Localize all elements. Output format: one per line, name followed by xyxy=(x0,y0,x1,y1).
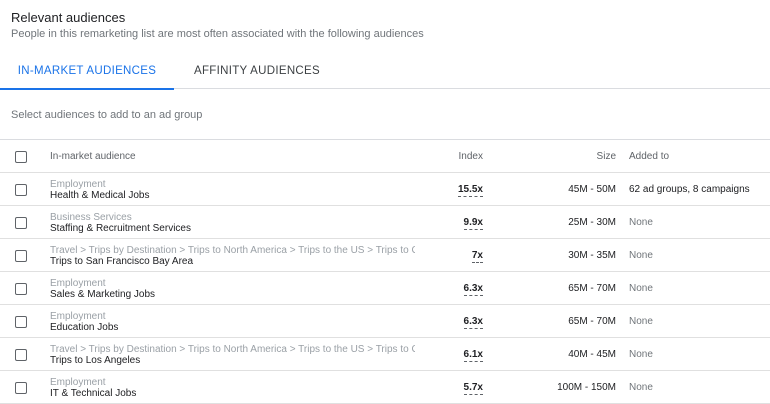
audience-name: Trips to Los Angeles xyxy=(50,355,141,366)
size-value: 45M - 50M xyxy=(568,184,616,195)
audience-cell: Travel > Trips by Destination > Trips to… xyxy=(50,245,415,267)
index-value[interactable]: 6.1x xyxy=(463,349,483,362)
audiences-table: In-market audience Index Size Added to E… xyxy=(0,139,770,404)
table-row: Employment Sales & Marketing Jobs 6.3x 6… xyxy=(0,272,770,305)
row-checkbox[interactable] xyxy=(15,316,27,328)
row-checkbox[interactable] xyxy=(15,184,27,196)
index-value[interactable]: 15.5x xyxy=(457,184,483,197)
added-to-value: None xyxy=(629,217,653,228)
column-header-audience[interactable]: In-market audience xyxy=(50,151,136,162)
size-value: 65M - 70M xyxy=(568,316,616,327)
audience-category: Travel > Trips by Destination > Trips to… xyxy=(50,344,415,355)
table-row: Employment Health & Medical Jobs 15.5x 4… xyxy=(0,173,770,206)
audience-category: Employment xyxy=(50,179,106,190)
column-header-size[interactable]: Size xyxy=(596,151,616,162)
table-header-row: In-market audience Index Size Added to xyxy=(0,140,770,173)
row-checkbox[interactable] xyxy=(15,250,27,262)
index-value[interactable]: 6.3x xyxy=(463,316,483,329)
tab-in-market-audiences[interactable]: IN-MARKET AUDIENCES xyxy=(0,52,174,90)
added-to-value: None xyxy=(629,250,653,261)
table-row: Business Services Staffing & Recruitment… xyxy=(0,206,770,239)
row-checkbox[interactable] xyxy=(15,283,27,295)
audience-category: Employment xyxy=(50,311,106,322)
audience-category: Employment xyxy=(50,278,106,289)
audience-cell: Employment Sales & Marketing Jobs xyxy=(50,278,415,300)
index-value[interactable]: 6.3x xyxy=(463,283,483,296)
audience-cell: Business Services Staffing & Recruitment… xyxy=(50,212,415,234)
row-checkbox[interactable] xyxy=(15,382,27,394)
added-to-value: None xyxy=(629,316,653,327)
audience-tabs: IN-MARKET AUDIENCES AFFINITY AUDIENCES xyxy=(0,52,770,90)
added-to-value: None xyxy=(629,283,653,294)
index-value[interactable]: 7x xyxy=(471,250,483,263)
audience-name: Sales & Marketing Jobs xyxy=(50,289,156,300)
size-value: 30M - 35M xyxy=(568,250,616,261)
panel-title: Relevant audiences xyxy=(11,10,126,25)
panel-header: Relevant audiences People in this remark… xyxy=(11,10,424,41)
audience-cell: Employment Education Jobs xyxy=(50,311,415,333)
audience-cell: Employment IT & Technical Jobs xyxy=(50,377,415,399)
select-audiences-hint: Select audiences to add to an ad group xyxy=(11,109,203,121)
audience-name: Education Jobs xyxy=(50,322,119,333)
audience-name: Staffing & Recruitment Services xyxy=(50,223,191,234)
size-value: 65M - 70M xyxy=(568,283,616,294)
added-to-value: None xyxy=(629,382,653,393)
audience-category: Employment xyxy=(50,377,106,388)
row-checkbox[interactable] xyxy=(15,217,27,229)
audience-name: IT & Technical Jobs xyxy=(50,388,137,399)
column-header-index[interactable]: Index xyxy=(458,151,483,162)
row-checkbox[interactable] xyxy=(15,349,27,361)
table-row: Employment Education Jobs 6.3x 65M - 70M… xyxy=(0,305,770,338)
audience-category: Travel > Trips by Destination > Trips to… xyxy=(50,245,415,256)
panel-subtitle: People in this remarketing list are most… xyxy=(11,28,424,40)
audience-name: Trips to San Francisco Bay Area xyxy=(50,256,194,267)
size-value: 25M - 30M xyxy=(568,217,616,228)
audience-cell: Employment Health & Medical Jobs xyxy=(50,179,415,201)
column-header-added-to: Added to xyxy=(629,151,670,162)
index-value[interactable]: 5.7x xyxy=(463,382,483,395)
audience-cell: Travel > Trips by Destination > Trips to… xyxy=(50,344,415,366)
size-value: 100M - 150M xyxy=(557,382,616,393)
added-to-value: 62 ad groups, 8 campaigns xyxy=(629,184,750,195)
tab-affinity-audiences[interactable]: AFFINITY AUDIENCES xyxy=(194,64,320,77)
audience-category: Business Services xyxy=(50,212,132,223)
select-all-checkbox[interactable] xyxy=(15,151,27,163)
table-row: Employment IT & Technical Jobs 5.7x 100M… xyxy=(0,371,770,404)
table-row: Travel > Trips by Destination > Trips to… xyxy=(0,338,770,371)
table-row: Travel > Trips by Destination > Trips to… xyxy=(0,239,770,272)
audience-name: Health & Medical Jobs xyxy=(50,190,150,201)
size-value: 40M - 45M xyxy=(568,349,616,360)
added-to-value: None xyxy=(629,349,653,360)
index-value[interactable]: 9.9x xyxy=(463,217,483,230)
